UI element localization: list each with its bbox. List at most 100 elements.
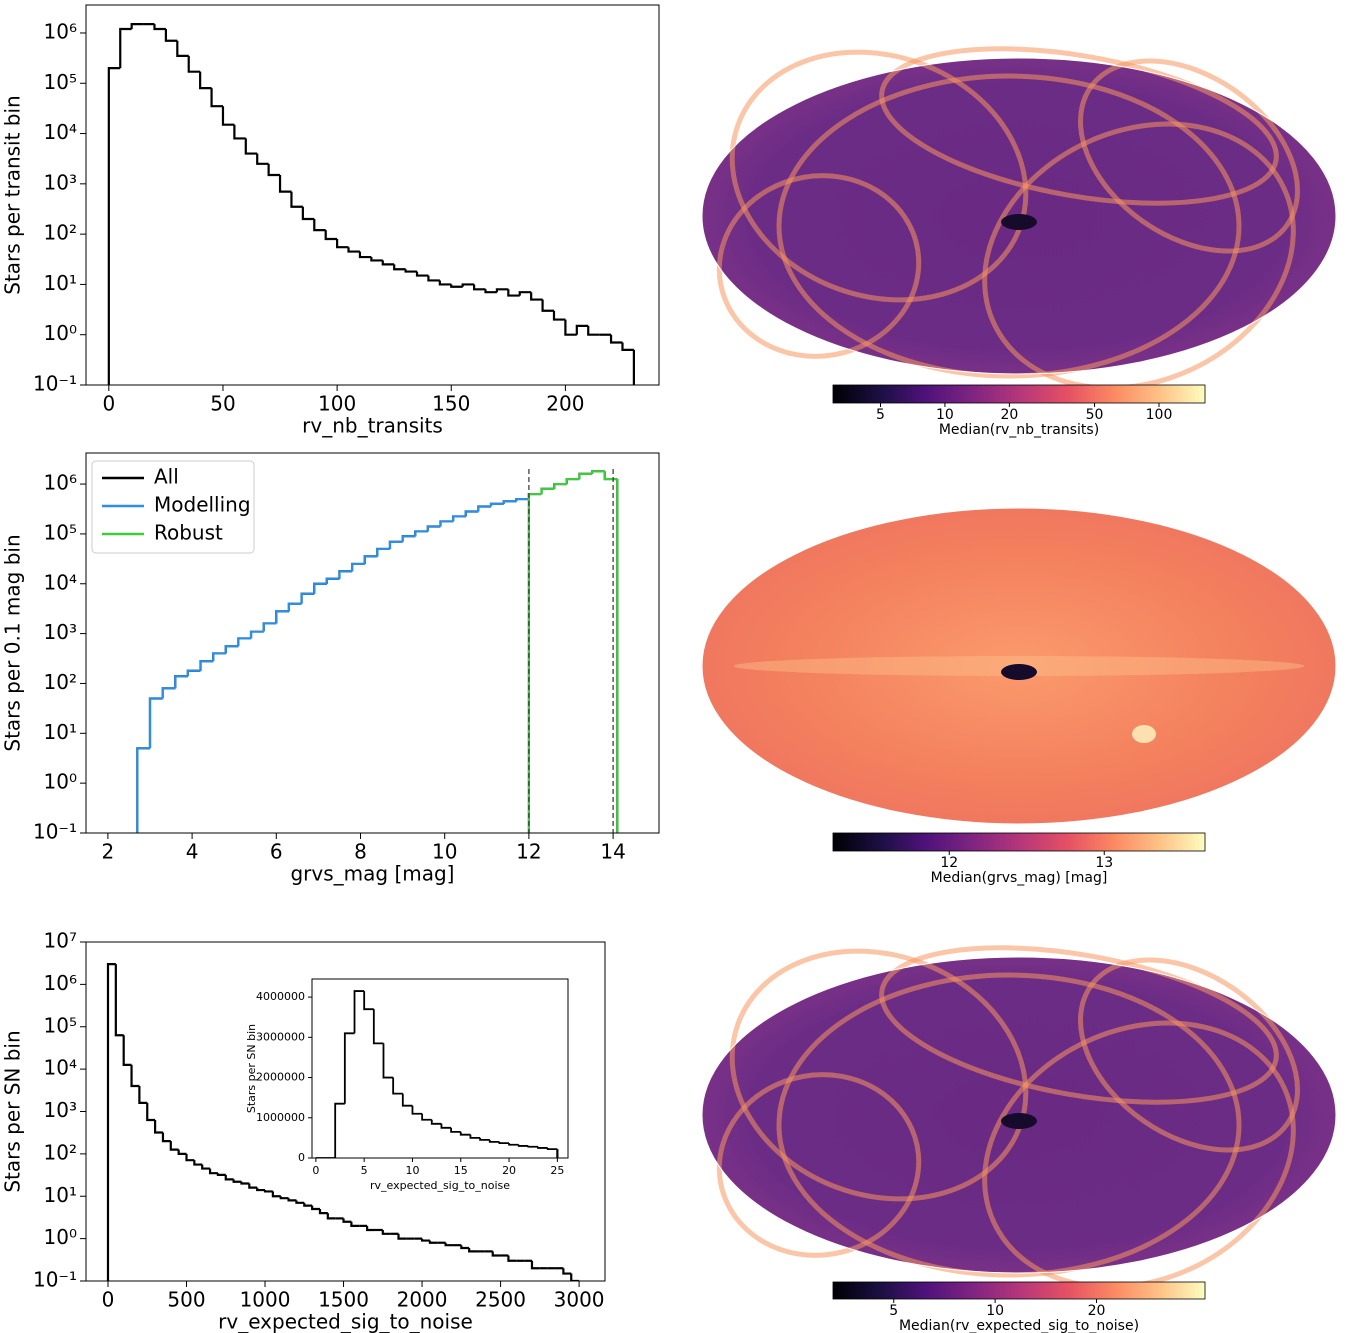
colorbar-tick-label: 20: [1000, 407, 1018, 423]
axes-frame: [85, 4, 660, 386]
scan-ring: [716, 173, 922, 359]
histogram-bin: [148, 697, 163, 749]
histogram-bin: [397, 1233, 407, 1240]
y-tick-label: 10⁵: [44, 1013, 77, 1037]
histogram-bin: [350, 562, 365, 572]
histogram-bin: [161, 687, 176, 699]
histogram-bin: [452, 515, 466, 522]
histogram-bin: [388, 540, 403, 549]
histogram-bin: [507, 289, 520, 297]
colorbar-label: Median(grvs_mag) [mag]: [931, 870, 1108, 886]
histogram-bin: [541, 299, 554, 312]
histogram-bin: [578, 472, 593, 480]
y-tick-label: 10²: [44, 221, 77, 245]
histogram-bin: [537, 1146, 548, 1149]
histogram-bin: [404, 269, 418, 273]
histogram-bin: [313, 582, 327, 594]
histogram-bin: [621, 342, 634, 351]
histogram-bin: [130, 23, 144, 29]
histogram-bin: [153, 24, 166, 31]
colorbar-tick-label: 5: [876, 407, 885, 423]
x-tick-label: 20: [502, 1164, 516, 1177]
galactic-centre: [1001, 664, 1037, 680]
histogram-bin: [479, 1137, 490, 1141]
plot-area: [107, 23, 635, 385]
x-tick-label: 1000: [240, 1288, 291, 1312]
axes-frame: [311, 978, 569, 1159]
colorbar-tick-label: 10: [986, 1303, 1004, 1319]
histogram-bin: [472, 284, 486, 291]
y-tick-label: 10⁶: [44, 471, 77, 495]
y-tick-label: 0: [298, 1151, 305, 1164]
histogram-bin: [278, 174, 292, 193]
histogram-bin: [350, 562, 365, 572]
histogram-bin: [376, 547, 390, 557]
y-tick-label: 10³: [44, 620, 77, 644]
x-tick-label: 100: [318, 392, 356, 416]
y-tick-label: 10⁻¹: [33, 820, 77, 844]
plot-area: [315, 990, 559, 1158]
histogram-bin: [267, 163, 281, 177]
y-tick-label: 10⁴: [44, 120, 77, 144]
histogram-bin: [136, 747, 150, 833]
histogram-bin: [477, 505, 492, 512]
y-tick-label: 10⁶: [44, 971, 77, 995]
x-tick-label: 4: [186, 840, 199, 864]
y-tick-label: 1000000: [256, 1111, 305, 1124]
histogram-bin: [438, 280, 452, 286]
histogram-bin: [326, 1213, 336, 1220]
scan-ring: [982, 121, 1296, 391]
histogram-bin: [311, 1205, 320, 1211]
colorbar: [832, 832, 1206, 852]
y-tick-label: 10¹: [44, 1183, 77, 1207]
y-tick-label: 10³: [44, 170, 77, 194]
histogram-bin: [440, 1123, 452, 1129]
scan-ring: [879, 46, 1279, 206]
x-tick-label: 3000: [554, 1288, 605, 1312]
y-tick-label: 10⁰: [44, 1225, 77, 1249]
histogram-bin: [256, 1187, 266, 1192]
histogram-bin: [249, 630, 264, 639]
x-tick-label: 2000: [397, 1288, 448, 1312]
x-axis-label: grvs_mag [mag]: [290, 862, 454, 886]
y-tick-label: 10²: [44, 1140, 77, 1164]
lmc: [1132, 725, 1156, 743]
histogram-bin: [279, 1196, 289, 1200]
histogram-bin: [338, 570, 353, 579]
histogram-bin: [187, 55, 201, 73]
histogram-bin: [262, 622, 277, 632]
x-tick-label: 2500: [475, 1288, 526, 1312]
histogram-bin: [290, 191, 303, 208]
histogram-bin: [401, 535, 416, 542]
histogram-bin: [495, 288, 509, 293]
histogram-bin: [562, 1268, 572, 1275]
x-axis-label: rv_expected_sig_to_noise: [370, 1179, 510, 1192]
histogram-bin: [244, 138, 258, 155]
y-tick-label: 10⁵: [44, 520, 77, 544]
histogram-bin: [324, 230, 338, 241]
histogram-bin: [174, 675, 188, 689]
histogram-bin: [609, 334, 623, 344]
colorbar-label: Median(rv_nb_transits): [939, 422, 1099, 438]
y-axis-label: Stars per SN bin: [1, 1030, 25, 1192]
histogram-bin: [498, 1141, 510, 1145]
legend-label: Robust: [154, 521, 223, 545]
x-tick-label: 0: [102, 1288, 115, 1312]
histogram-bin: [122, 1035, 132, 1066]
x-tick-label: 5: [361, 1164, 368, 1177]
histogram-bin: [590, 470, 605, 474]
histogram-bin: [164, 28, 178, 42]
histogram-bin: [460, 1245, 470, 1250]
histogram-bin: [263, 1190, 273, 1193]
y-tick-label: 3000000: [256, 1030, 305, 1043]
histogram-bin: [363, 555, 378, 564]
histogram-bin: [439, 520, 454, 527]
histogram-bin: [106, 963, 116, 1281]
histogram-bin: [287, 602, 302, 612]
histogram-bin: [381, 260, 395, 266]
histogram-bin: [199, 71, 212, 90]
histogram-bin: [233, 124, 246, 140]
histogram-bin: [248, 1183, 258, 1189]
colorbar-tick-label: 20: [1088, 1303, 1106, 1319]
x-tick-label: 10: [405, 1164, 419, 1177]
